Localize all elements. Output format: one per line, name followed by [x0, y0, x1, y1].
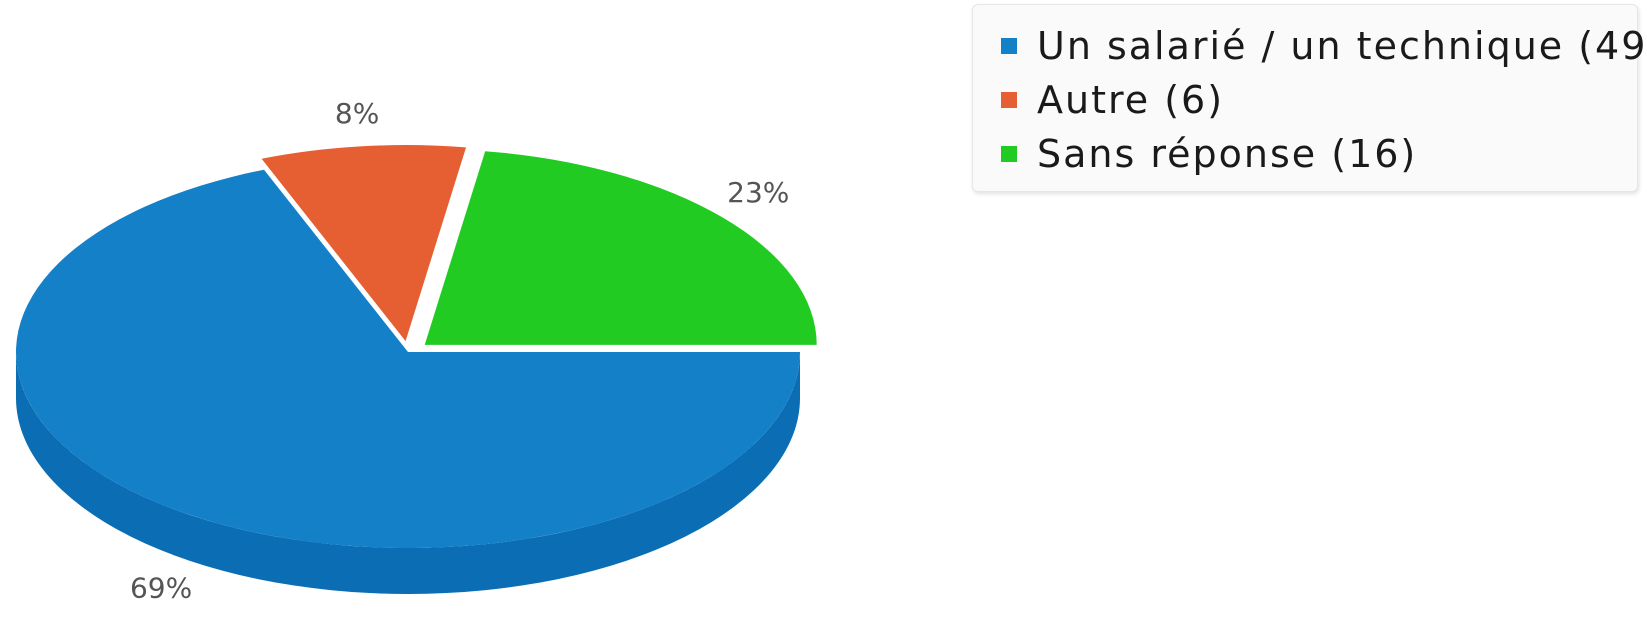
- legend-label: Un salarié / un technique (49): [1037, 24, 1647, 68]
- chart-legend: Un salarié / un technique (49) Autre (6)…: [972, 4, 1647, 192]
- legend-label: Autre (6): [1037, 78, 1225, 122]
- slice-percent-label: 8%: [335, 97, 379, 130]
- legend-swatch-icon: [1001, 38, 1017, 54]
- pie-3d-sides: [16, 352, 800, 594]
- pie-labels: 69% 8% 23%: [130, 97, 789, 605]
- legend-label: Sans réponse (16): [1037, 132, 1418, 176]
- legend-item-autre[interactable]: Autre (6): [973, 73, 1637, 127]
- legend-swatch-icon: [1001, 92, 1017, 108]
- slice-percent-label: 23%: [727, 176, 789, 209]
- pie-side-0: [16, 352, 800, 594]
- slice-percent-label: 69%: [130, 572, 192, 605]
- legend-swatch-icon: [1001, 146, 1017, 162]
- pie-slice-0[interactable]: [16, 169, 801, 549]
- pie-slice-1[interactable]: [261, 145, 467, 342]
- legend-item-sans-reponse[interactable]: Sans réponse (16): [973, 127, 1637, 181]
- pie-slices: [16, 145, 817, 549]
- pie-slice-2[interactable]: [424, 151, 817, 345]
- legend-item-salarie[interactable]: Un salarié / un technique (49): [973, 19, 1647, 73]
